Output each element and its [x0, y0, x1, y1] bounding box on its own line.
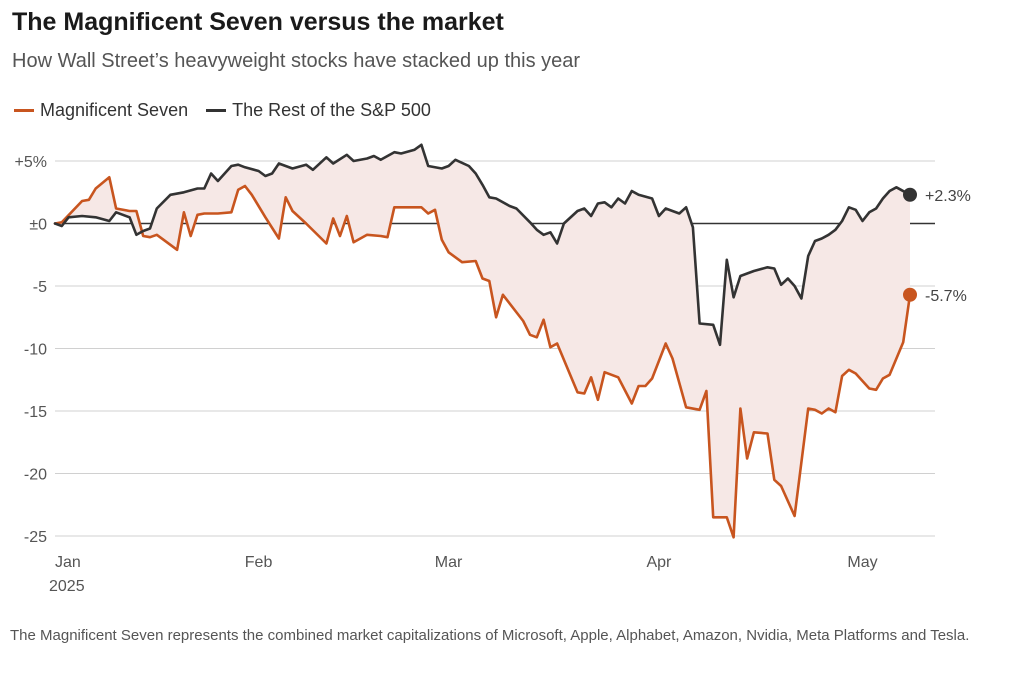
- y-tick-label: -25: [24, 529, 47, 546]
- y-tick-label: -10: [24, 342, 47, 359]
- x-tick-label: Feb: [245, 554, 273, 571]
- x-tick-label: Apr: [646, 554, 672, 571]
- y-tick-label: -5: [33, 279, 47, 296]
- legend-label-rest: The Rest of the S&P 500: [232, 100, 431, 120]
- end-marker-rest: [903, 187, 917, 202]
- y-tick-label: -20: [24, 467, 47, 484]
- gap-area: [55, 144, 910, 538]
- chart-title: The Magnificent Seven versus the market: [12, 8, 504, 36]
- x-tick-label: Jan: [55, 554, 81, 571]
- line-chart: +5% ±0 -5 -10 -15 -20 -25 -5.7% +2.3% Jan Feb Mar Ap…: [15, 143, 971, 595]
- end-marker-mag7: [903, 287, 917, 302]
- end-label-mag7: -5.7%: [925, 288, 967, 305]
- legend-swatch-rest: [206, 109, 227, 112]
- y-tick-label: ±0: [29, 217, 47, 234]
- legend-item-rest: The Rest of the S&P 500: [206, 100, 431, 121]
- x-tick-label: Mar: [435, 554, 463, 571]
- legend-label-mag7: Magnificent Seven: [40, 100, 189, 120]
- footnote: The Magnificent Seven represents the com…: [10, 627, 970, 644]
- y-tick-label: +5%: [15, 154, 47, 171]
- legend-item-mag7: Magnificent Seven: [14, 100, 188, 121]
- series-line-rest: [53, 143, 912, 347]
- end-label-rest: +2.3%: [925, 188, 971, 205]
- chart-subtitle: How Wall Street’s heavyweight stocks hav…: [12, 50, 581, 72]
- y-tick-label: -15: [24, 404, 47, 421]
- series-line-mag7: [53, 176, 912, 539]
- legend-swatch-mag7: [14, 109, 34, 112]
- legend: Magnificent Seven The Rest of the S&P 50…: [14, 100, 449, 121]
- x-tick-label: May: [847, 554, 877, 571]
- x-year-label: 2025: [49, 578, 85, 595]
